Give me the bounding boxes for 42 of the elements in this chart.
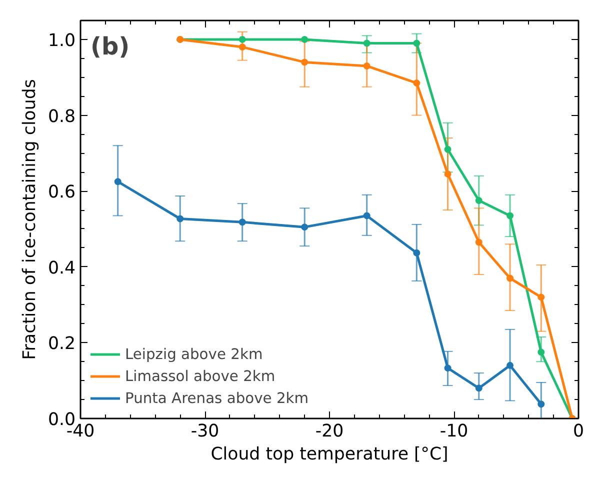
point <box>413 249 420 256</box>
point <box>506 212 514 220</box>
y-tick-label: 0.6 <box>48 182 76 203</box>
point <box>238 44 246 51</box>
point <box>538 400 545 408</box>
point <box>538 294 545 301</box>
point <box>176 215 184 222</box>
legend-label: Punta Arenas above 2km <box>125 390 309 406</box>
y-axis-title: Fraction of ice-containing clouds <box>20 79 40 360</box>
legend-label: Leipzig above 2km <box>125 346 263 362</box>
point <box>238 218 246 226</box>
y-tick-label: 0.2 <box>48 334 76 354</box>
point <box>114 178 122 186</box>
point <box>475 197 482 204</box>
point <box>444 170 452 178</box>
x-tick-label: -20 <box>315 422 344 442</box>
y-tick-label: 0.4 <box>48 258 76 278</box>
point <box>413 40 420 47</box>
point <box>444 364 452 372</box>
point <box>238 36 246 43</box>
legend-label: Limassol above 2km <box>125 368 276 384</box>
point <box>363 212 370 220</box>
y-tick-label: 0.0 <box>48 410 76 430</box>
point <box>413 80 420 87</box>
x-axis-title: Cloud top temperature [°C] <box>210 444 448 464</box>
x-tick-label: 0 <box>572 422 584 442</box>
point <box>506 362 514 369</box>
point <box>363 40 370 47</box>
annotation: (b) <box>90 32 130 60</box>
point <box>506 274 514 282</box>
x-tick-label: -30 <box>190 422 220 442</box>
point <box>475 384 482 392</box>
y-tick-label: 1.0 <box>48 30 76 51</box>
point <box>301 36 308 43</box>
point <box>475 238 482 246</box>
point <box>301 58 308 66</box>
point <box>444 146 452 153</box>
y-tick-label: 0.8 <box>48 106 76 127</box>
point <box>363 62 370 70</box>
point <box>301 224 308 231</box>
x-tick-label: -10 <box>440 422 468 442</box>
point <box>538 348 545 356</box>
